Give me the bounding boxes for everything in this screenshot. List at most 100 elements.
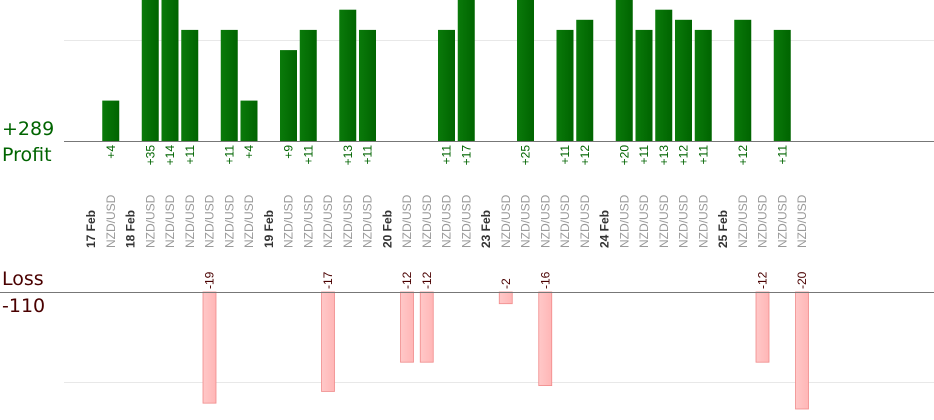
profit-label: Profit bbox=[2, 144, 52, 166]
date-label: 18 Feb bbox=[124, 210, 138, 248]
profit-value-label: +13 bbox=[341, 145, 355, 166]
pair-label: NZD/USD bbox=[459, 194, 473, 248]
pair-label: NZD/USD bbox=[400, 194, 414, 248]
profit-bar bbox=[556, 29, 574, 141]
profit-value-label: +11 bbox=[558, 145, 572, 165]
pair-label: NZD/USD bbox=[558, 194, 572, 248]
profit-value-label: +12 bbox=[677, 145, 691, 166]
profit-bar bbox=[694, 29, 712, 141]
loss-value-label: -19 bbox=[203, 271, 217, 289]
profit-value-label: +14 bbox=[163, 145, 177, 166]
profit-value-label: +11 bbox=[361, 145, 375, 165]
loss-value-label: -20 bbox=[795, 271, 809, 289]
loss-value-label: -12 bbox=[400, 271, 414, 289]
pair-label: NZD/USD bbox=[104, 194, 118, 248]
profit-value-label: +11 bbox=[440, 145, 454, 165]
profit-bar bbox=[655, 9, 673, 142]
loss-value-label: -12 bbox=[420, 271, 434, 289]
date-label: 19 Feb bbox=[262, 210, 276, 248]
profit-value-label: +12 bbox=[736, 145, 750, 166]
profit-value-label: +4 bbox=[242, 145, 256, 159]
pair-label: NZD/USD bbox=[775, 194, 789, 248]
loss-bar bbox=[419, 291, 434, 363]
profit-bar bbox=[181, 29, 199, 141]
profit-bar bbox=[220, 29, 238, 141]
loss-bar bbox=[538, 291, 553, 386]
profit-value-label: +11 bbox=[301, 145, 315, 165]
pair-label: NZD/USD bbox=[538, 194, 552, 248]
pair-label: NZD/USD bbox=[361, 194, 375, 248]
date-label: 20 Feb bbox=[380, 210, 394, 248]
loss-value-label: -12 bbox=[756, 271, 770, 289]
profit-bar bbox=[773, 29, 791, 141]
pair-label: NZD/USD bbox=[617, 194, 631, 248]
pair-label: NZD/USD bbox=[657, 194, 671, 248]
pair-label: NZD/USD bbox=[677, 194, 691, 248]
profit-bar bbox=[141, 0, 159, 141]
profit-value-label: +9 bbox=[282, 145, 296, 159]
profit-bar bbox=[635, 29, 653, 141]
pair-label: NZD/USD bbox=[499, 194, 513, 248]
profit-value-label: +11 bbox=[696, 145, 710, 165]
date-label: 17 Feb bbox=[84, 210, 98, 248]
pair-label: NZD/USD bbox=[203, 194, 217, 248]
loss-bar bbox=[795, 291, 809, 410]
profit-bar bbox=[161, 0, 179, 141]
profit-value-label: +11 bbox=[183, 145, 197, 165]
profit-value-label: +4 bbox=[104, 145, 118, 159]
pair-label: NZD/USD bbox=[519, 194, 533, 248]
pair-label: NZD/USD bbox=[795, 194, 809, 248]
profit-bar bbox=[734, 19, 752, 141]
date-label: 25 Feb bbox=[716, 210, 730, 248]
loss-bar bbox=[498, 291, 513, 305]
profit-value-label: +11 bbox=[637, 145, 651, 165]
profit-value-label: +25 bbox=[519, 145, 533, 166]
profit-bar bbox=[359, 29, 376, 141]
profit-bar bbox=[615, 0, 633, 141]
pair-label: NZD/USD bbox=[420, 194, 434, 248]
loss-bar bbox=[321, 291, 335, 392]
profit-bar bbox=[280, 50, 297, 141]
pair-label: NZD/USD bbox=[321, 194, 335, 248]
loss-bar bbox=[202, 291, 217, 404]
pair-label: NZD/USD bbox=[222, 194, 236, 248]
pair-label: NZD/USD bbox=[282, 194, 296, 248]
profit-value-label: +20 bbox=[617, 145, 631, 166]
profit-bar bbox=[457, 0, 475, 141]
pair-label: NZD/USD bbox=[736, 194, 750, 248]
profit-value-label: +12 bbox=[578, 145, 592, 166]
profit-bar bbox=[240, 100, 258, 141]
profit-bar bbox=[299, 29, 317, 141]
pair-label: NZD/USD bbox=[301, 194, 315, 248]
profit-value-label: +35 bbox=[143, 145, 157, 166]
pair-label: NZD/USD bbox=[756, 194, 770, 248]
profit-bar bbox=[102, 100, 120, 141]
date-label: 24 Feb bbox=[598, 210, 612, 248]
profit-value-label: +13 bbox=[657, 145, 671, 166]
loss-value-label: -17 bbox=[321, 271, 335, 289]
loss-label: Loss bbox=[2, 268, 44, 290]
pair-label: NZD/USD bbox=[143, 194, 157, 248]
pair-label: NZD/USD bbox=[183, 194, 197, 248]
loss-value-label: -16 bbox=[538, 271, 552, 289]
pair-label: NZD/USD bbox=[242, 194, 256, 248]
pair-label: NZD/USD bbox=[696, 194, 710, 248]
pair-label: NZD/USD bbox=[341, 194, 355, 248]
pair-label: NZD/USD bbox=[440, 194, 454, 248]
profit-bar bbox=[517, 0, 534, 141]
profit-value-label: +11 bbox=[222, 145, 236, 165]
pair-label: NZD/USD bbox=[163, 194, 177, 248]
profit-bar bbox=[675, 19, 692, 141]
profit-bar bbox=[576, 19, 594, 141]
date-label: 23 Feb bbox=[479, 210, 493, 248]
loss-value-label: -2 bbox=[499, 278, 513, 289]
loss-bar bbox=[755, 291, 770, 363]
pair-label: NZD/USD bbox=[637, 194, 651, 248]
loss-bar bbox=[400, 291, 414, 363]
profit-total: +289 bbox=[2, 118, 55, 140]
profit-bar bbox=[339, 9, 357, 142]
profit-value-label: +11 bbox=[775, 145, 789, 165]
loss-total: -110 bbox=[2, 295, 46, 317]
